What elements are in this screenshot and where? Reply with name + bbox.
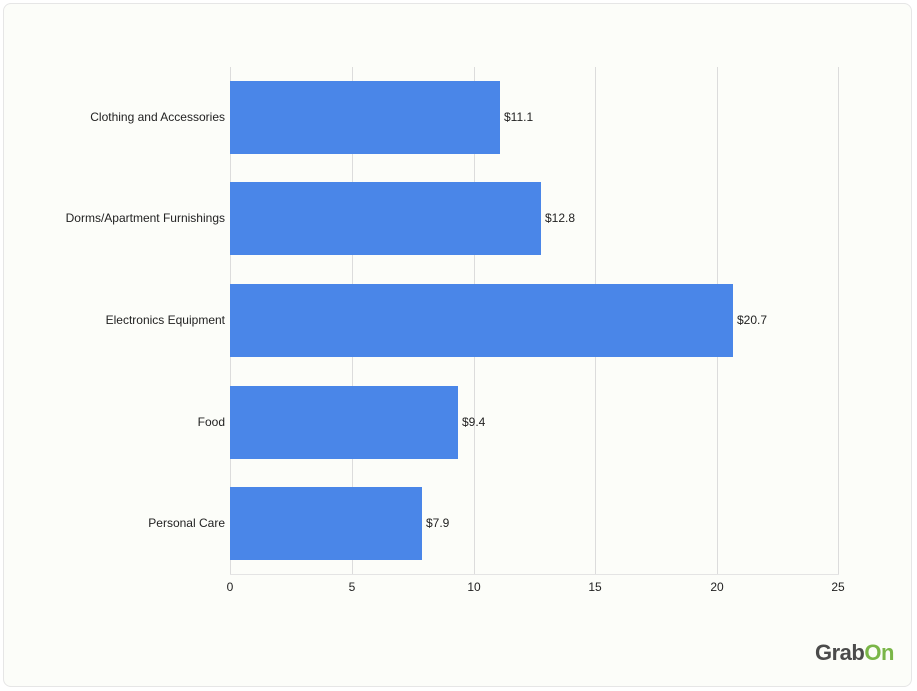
value-label: $11.1 bbox=[504, 110, 534, 124]
category-label: Clothing and Accessories bbox=[90, 110, 225, 124]
bar-electronics bbox=[230, 284, 733, 357]
x-tick-label: 15 bbox=[588, 580, 602, 594]
value-label: $20.7 bbox=[737, 313, 768, 327]
x-tick-label: 0 bbox=[226, 580, 234, 594]
category-label: Electronics Equipment bbox=[105, 313, 225, 327]
x-tick-label: 25 bbox=[831, 580, 845, 594]
gridline-25 bbox=[838, 67, 839, 575]
category-label: Dorms/Apartment Furnishings bbox=[65, 211, 225, 225]
value-label: $7.9 bbox=[426, 516, 450, 530]
bar-personal-care bbox=[230, 487, 422, 560]
logo-text-grab: Grab bbox=[815, 640, 865, 665]
logo-text-on: On bbox=[864, 640, 894, 665]
bar-clothing bbox=[230, 81, 500, 154]
grabon-logo: GrabOn bbox=[815, 640, 894, 666]
x-axis-line bbox=[230, 574, 839, 575]
bar-food bbox=[230, 386, 458, 459]
category-label: Personal Care bbox=[148, 516, 225, 530]
x-tick-label: 20 bbox=[710, 580, 724, 594]
bar-dorms bbox=[230, 182, 541, 255]
category-label: Food bbox=[197, 415, 225, 429]
x-tick-label: 5 bbox=[348, 580, 356, 594]
value-label: $12.8 bbox=[545, 211, 576, 225]
value-label: $9.4 bbox=[462, 415, 486, 429]
x-tick-label: 10 bbox=[467, 580, 481, 594]
